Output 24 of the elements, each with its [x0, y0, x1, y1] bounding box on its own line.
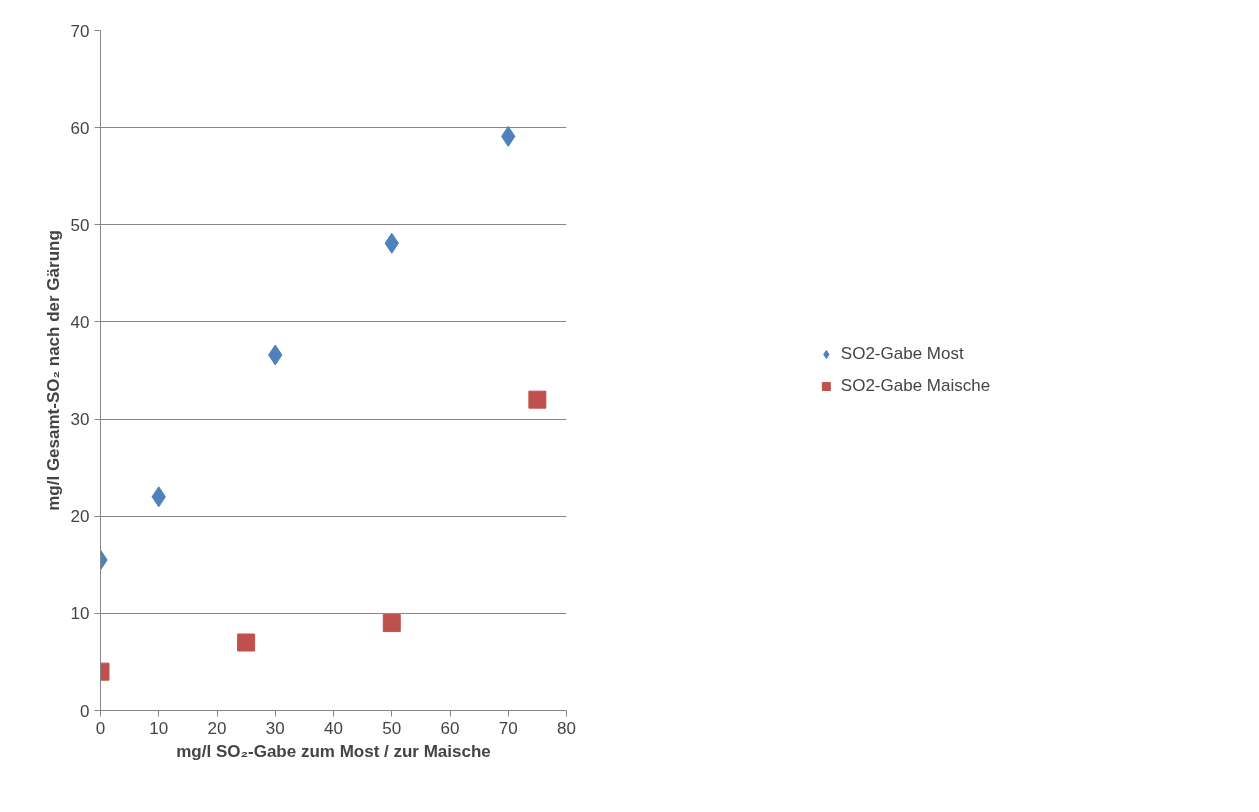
- x-axis-title: mg/l SO₂-Gabe zum Most / zur Maische: [176, 741, 491, 761]
- x-tick-label: 50: [382, 718, 402, 738]
- x-tick-label: 20: [207, 718, 227, 738]
- x-tick-label: 40: [324, 718, 343, 738]
- y-tick-label: 60: [70, 118, 90, 138]
- y-tick-label: 50: [70, 215, 90, 235]
- y-tick-label: 30: [70, 410, 90, 430]
- point: [237, 633, 256, 652]
- y-tick-label: 70: [70, 21, 90, 41]
- point: [528, 390, 547, 409]
- x-tick-label: 80: [557, 718, 576, 738]
- legend-label: SO2-Gabe Most: [840, 344, 964, 364]
- x-tick-label: 70: [498, 718, 518, 738]
- y-tick-label: 40: [70, 312, 90, 332]
- x-tick-label: 60: [440, 718, 460, 738]
- y-tick-label: 10: [70, 604, 90, 624]
- x-tick-label: 0: [95, 718, 106, 738]
- point: [382, 614, 401, 633]
- y-tick-label: 20: [70, 507, 90, 527]
- legend-label: SO2-Gabe Maische: [840, 376, 991, 396]
- x-tick-label: 10: [149, 718, 169, 738]
- x-tick-label: 30: [265, 718, 285, 738]
- y-axis-title: mg/l Gesamt-SO₂ nach der Gärung: [43, 230, 63, 511]
- y-tick-label: 0: [80, 701, 90, 721]
